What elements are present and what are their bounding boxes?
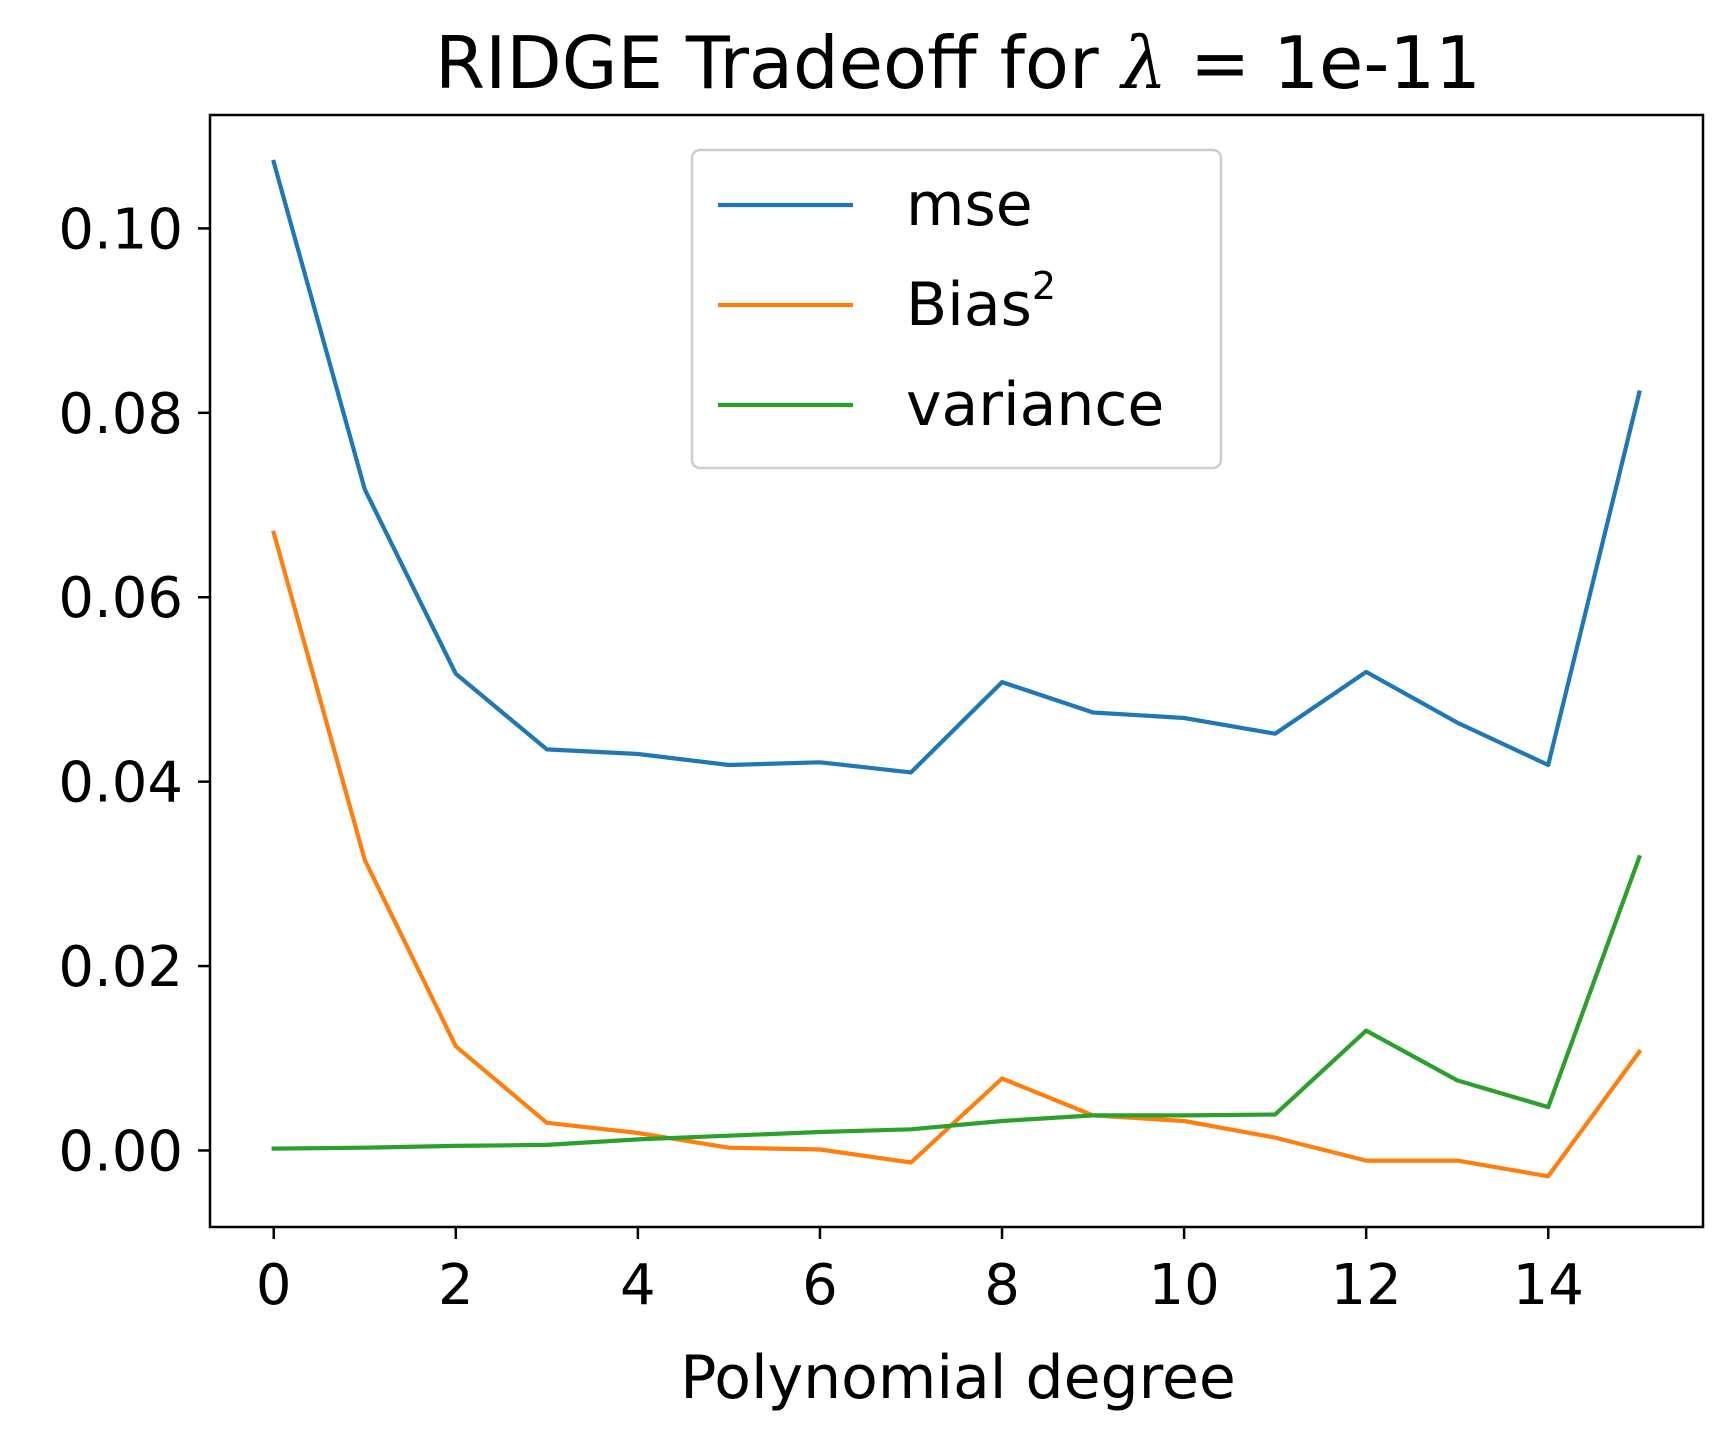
- y-tick-label-5: 0.10: [58, 197, 183, 262]
- x-axis-title: Polynomial degree: [680, 1343, 1236, 1413]
- y-tick-label-1: 0.02: [58, 935, 183, 1000]
- chart-title-lambda: λ: [1118, 21, 1167, 105]
- legend-entries: mse Bias2 variance: [718, 170, 1164, 440]
- chart-title-prefix: RIDGE Tradeoff for: [435, 21, 1121, 105]
- series-line-variance: [271, 854, 1642, 1151]
- y-tick-label-0: 0.00: [58, 1119, 183, 1184]
- x-tick-label-6: 6: [802, 1253, 838, 1318]
- y-tick-label-3: 0.06: [58, 566, 183, 631]
- x-axis: 0 2 4 6 8 10 12 14: [256, 1227, 1584, 1318]
- series-line-bias2: [271, 530, 1643, 1179]
- chart-title: RIDGE Tradeoff for λ = 1e-11: [435, 21, 1481, 105]
- x-tick-label-4: 4: [620, 1253, 656, 1318]
- y-tick-label-2: 0.04: [58, 751, 183, 816]
- x-tick-label-14: 14: [1513, 1253, 1584, 1318]
- chart-title-suffix: = 1e-11: [1167, 21, 1481, 105]
- plot-frame: [208, 113, 1705, 1229]
- legend-label-bias2: Bias2: [906, 264, 1056, 340]
- x-tick-label-12: 12: [1331, 1253, 1402, 1318]
- x-tick-label-2: 2: [438, 1253, 474, 1318]
- y-tick-label-4: 0.08: [58, 382, 183, 447]
- x-tick-label-0: 0: [256, 1253, 292, 1318]
- y-axis: 0.00 0.02 0.04 0.06 0.08 0.10: [58, 197, 210, 1184]
- plot-lines: [271, 159, 1643, 1179]
- legend-frame: [690, 148, 1223, 470]
- legend: mse Bias2 variance: [690, 148, 1223, 470]
- x-tick-label-10: 10: [1148, 1253, 1219, 1318]
- legend-label-variance: variance: [906, 370, 1164, 440]
- series-line-mse: [271, 159, 1642, 775]
- x-tick-label-8: 8: [984, 1253, 1020, 1318]
- legend-label-mse: mse: [906, 170, 1033, 240]
